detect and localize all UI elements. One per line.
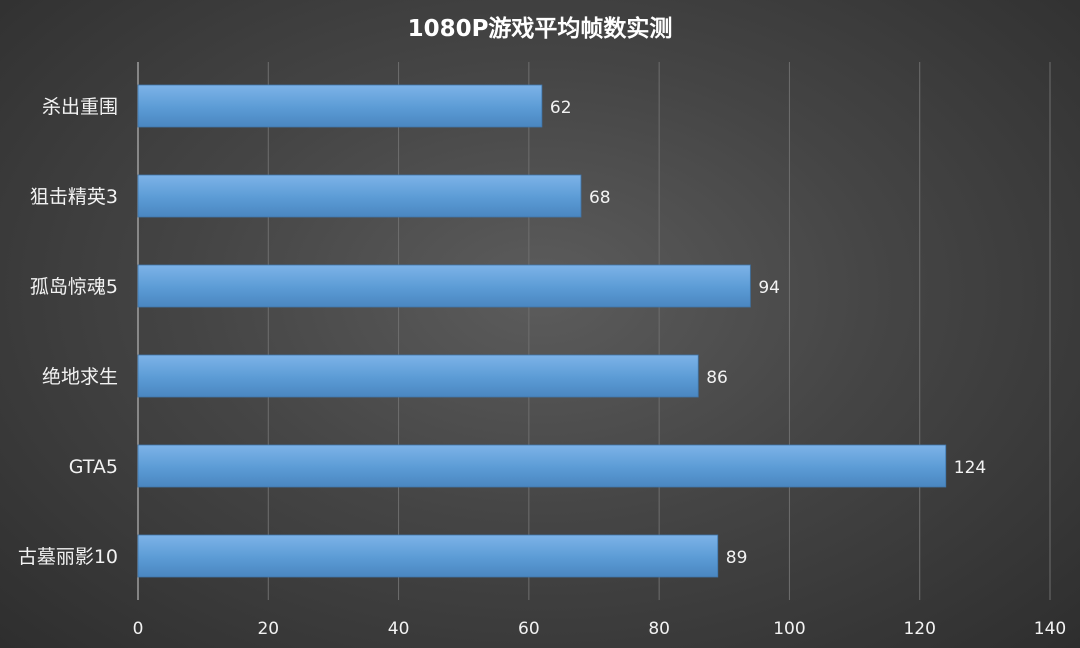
x-tick-label: 20 — [257, 619, 279, 639]
value-label: 94 — [758, 278, 780, 298]
value-label: 62 — [550, 98, 572, 118]
category-label: 古墓丽影10 — [18, 546, 118, 568]
category-label: GTA5 — [69, 456, 118, 478]
gridlines — [137, 62, 1051, 600]
value-label: 124 — [954, 458, 986, 478]
bars — [137, 84, 947, 578]
category-label: 绝地求生 — [42, 366, 118, 388]
bar — [137, 84, 543, 128]
x-tick-label: 100 — [773, 619, 805, 639]
x-tick-label: 120 — [903, 619, 935, 639]
x-tick-label: 40 — [388, 619, 410, 639]
category-label: 狙击精英3 — [30, 186, 118, 208]
x-axis-tick-labels: 0 20 40 60 80 100 120 140 — [133, 619, 1067, 639]
x-tick-label: 140 — [1034, 619, 1066, 639]
bar — [137, 444, 947, 488]
value-label: 86 — [706, 368, 728, 388]
x-tick-label: 80 — [648, 619, 670, 639]
bar — [137, 264, 751, 308]
value-label: 89 — [726, 548, 748, 568]
category-label: 孤岛惊魂5 — [30, 276, 118, 298]
category-label: 杀出重围 — [42, 96, 118, 118]
bar — [137, 534, 719, 578]
chart-title: 1080P游戏平均帧数实测 — [408, 15, 673, 42]
value-label: 68 — [589, 188, 611, 208]
value-labels: 62 68 94 86 124 89 — [550, 98, 986, 568]
x-tick-label: 60 — [518, 619, 540, 639]
bar — [137, 174, 582, 218]
bar — [137, 354, 699, 398]
x-tick-label: 0 — [133, 619, 144, 639]
